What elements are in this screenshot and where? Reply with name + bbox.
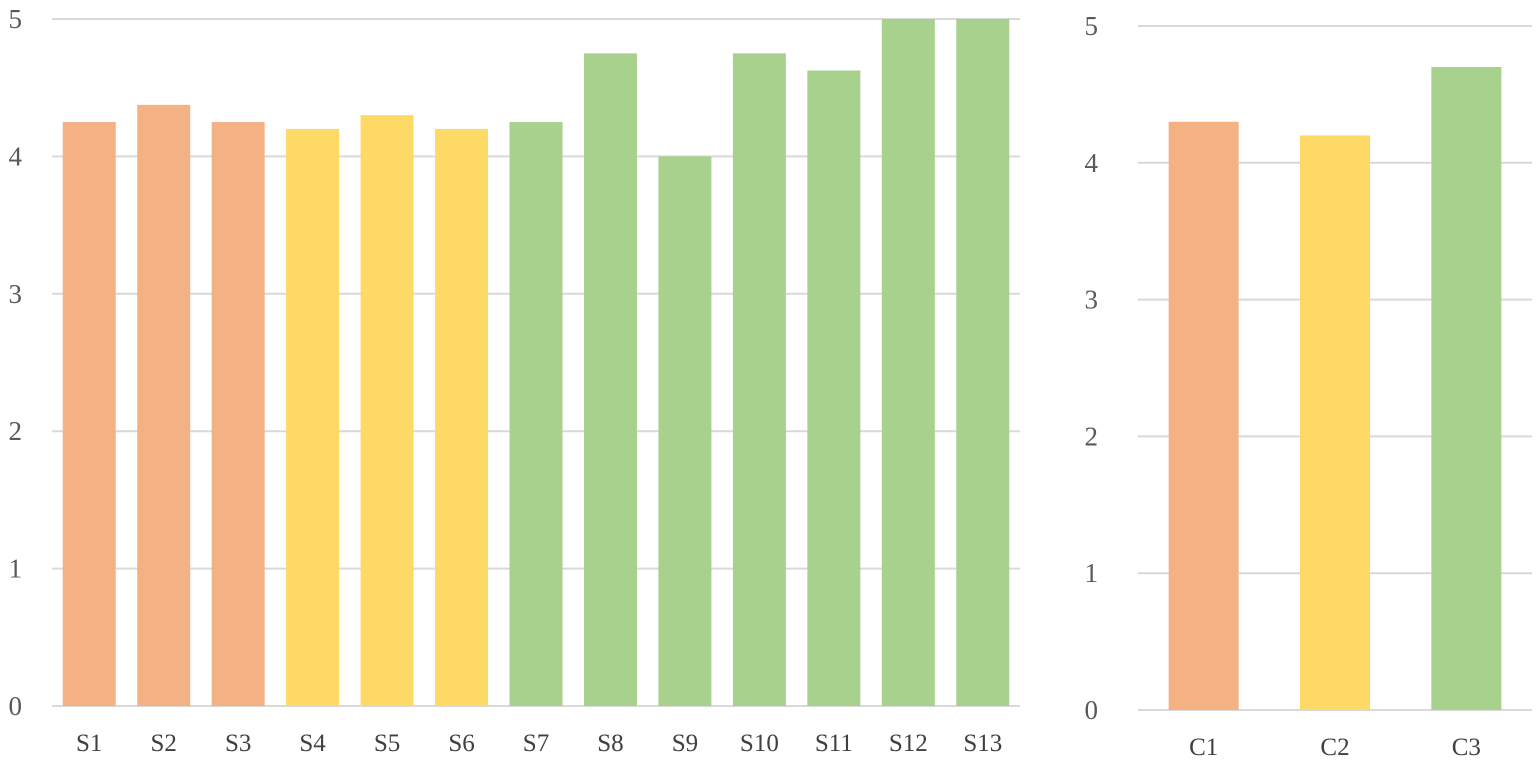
left-category-label: S12 bbox=[889, 730, 928, 757]
left-category-label: S11 bbox=[815, 730, 853, 757]
left-bar-s4 bbox=[286, 128, 340, 707]
left-category-label: S1 bbox=[76, 730, 102, 757]
right-bar-c2 bbox=[1300, 135, 1370, 710]
right-y-tick-label: 5 bbox=[1085, 11, 1099, 41]
right-category-label: C2 bbox=[1320, 734, 1349, 761]
left-bar-s9 bbox=[658, 156, 712, 706]
left-category-label: S4 bbox=[299, 730, 326, 757]
left-y-tick-label: 0 bbox=[9, 691, 23, 721]
left-bar-s2 bbox=[137, 104, 191, 706]
left-category-label: S2 bbox=[150, 730, 176, 757]
left-category-label: S7 bbox=[523, 730, 549, 757]
left-bar-s3 bbox=[211, 122, 265, 707]
left-category-label: S10 bbox=[740, 730, 779, 757]
left-category-label: S3 bbox=[225, 730, 251, 757]
right-y-tick-label: 0 bbox=[1085, 695, 1099, 725]
left-y-tick-label: 3 bbox=[9, 279, 23, 309]
left-bar-s6 bbox=[435, 128, 489, 707]
left-bar-s8 bbox=[583, 53, 637, 707]
left-category-label: S6 bbox=[448, 730, 474, 757]
chart-right: 0 1 2 3 4 5 C1 C2 C3 bbox=[1085, 11, 1532, 761]
left-y-tick-label: 2 bbox=[9, 416, 23, 446]
right-y-tick-label: 3 bbox=[1085, 285, 1099, 315]
chart-left: 0 1 2 3 4 5 S1 S2 S3 S4 S5 S6 S7 S8 S9 S10 S11 S12 S13 bbox=[9, 4, 1020, 757]
right-y-tick-label: 1 bbox=[1085, 558, 1099, 588]
left-bar-s12 bbox=[881, 19, 935, 706]
left-y-tick-label: 1 bbox=[9, 554, 23, 584]
left-category-label: S5 bbox=[374, 730, 400, 757]
right-bar-c3 bbox=[1431, 67, 1502, 711]
left-category-label: S9 bbox=[672, 730, 698, 757]
right-category-label: C3 bbox=[1452, 734, 1481, 761]
right-bar-c1 bbox=[1168, 121, 1239, 710]
left-y-tick-label: 5 bbox=[9, 4, 23, 34]
left-bar-s1 bbox=[62, 122, 116, 707]
left-bar-s5 bbox=[360, 115, 414, 707]
left-bar-s7 bbox=[509, 122, 563, 707]
left-bar-s11 bbox=[807, 70, 861, 706]
left-category-label: S13 bbox=[963, 730, 1002, 757]
left-bar-s13 bbox=[956, 19, 1010, 706]
left-y-tick-label: 4 bbox=[9, 141, 23, 171]
right-y-tick-label: 4 bbox=[1085, 148, 1099, 178]
left-category-label: S8 bbox=[597, 730, 623, 757]
left-bar-s10 bbox=[732, 53, 786, 707]
right-y-tick-label: 2 bbox=[1085, 421, 1099, 451]
right-category-label: C1 bbox=[1189, 734, 1218, 761]
